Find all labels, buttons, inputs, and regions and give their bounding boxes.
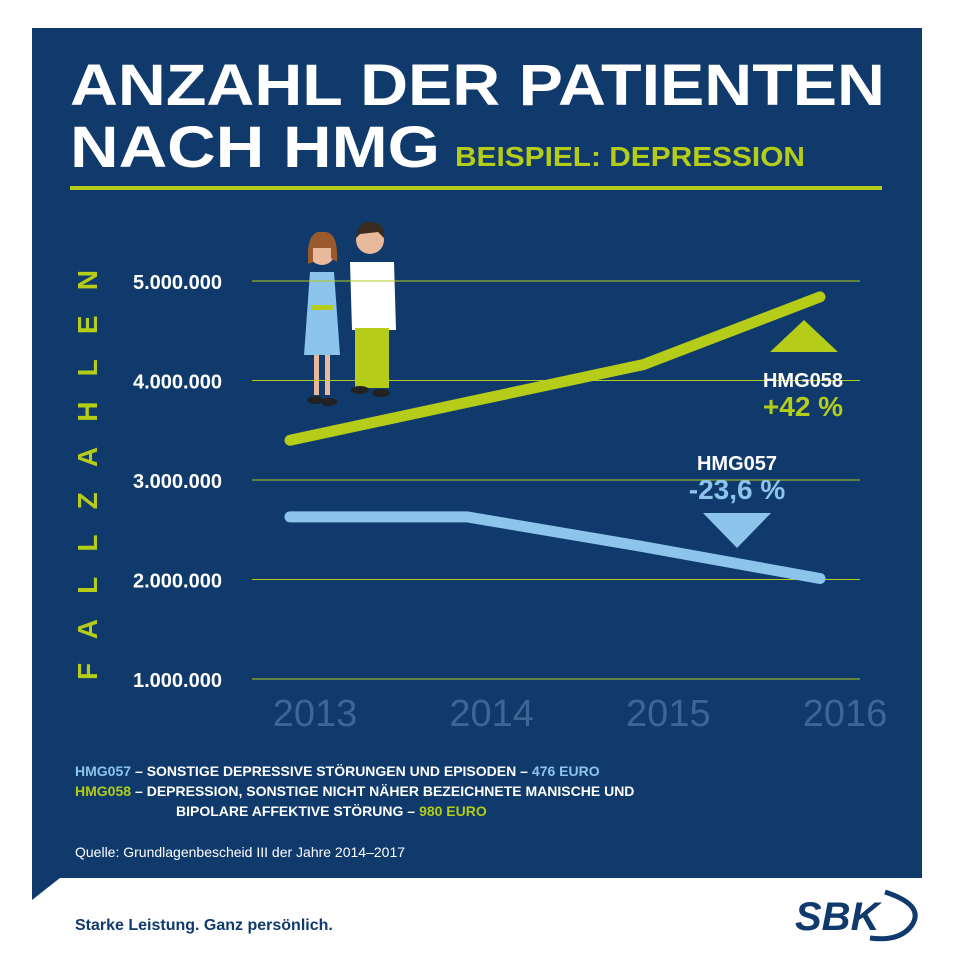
legend-description: – SONSTIGE DEPRESSIVE STÖRUNGEN UND EPIS… <box>135 763 528 779</box>
annotation-label: HMG058 <box>763 370 843 392</box>
y-tick-label: 1.000.000 <box>133 670 222 692</box>
legend-entry: HMG058– DEPRESSION, SONSTIGE NICHT NÄHER… <box>75 783 634 799</box>
legend-description: – DEPRESSION, SONSTIGE NICHT NÄHER BEZEI… <box>135 783 634 799</box>
x-tick-label: 2016 <box>803 693 888 735</box>
title-rule <box>70 186 882 190</box>
data-line <box>284 511 826 585</box>
logo: SBK <box>795 895 883 939</box>
footer: Starke Leistung. Ganz persönlich. <box>75 917 333 934</box>
annotation-label: HMG057 <box>697 453 777 475</box>
lines <box>284 291 826 585</box>
legend-entry: HMG057– SONSTIGE DEPRESSIVE STÖRUNGEN UN… <box>75 763 600 779</box>
title-line: NACH HMG <box>70 115 440 180</box>
legend-description: BIPOLARE AFFEKTIVE STÖRUNG – <box>176 803 415 819</box>
legend-cost: 476 EURO <box>532 763 600 779</box>
logo-swoosh <box>869 889 918 942</box>
illustration <box>304 221 396 406</box>
data-line <box>284 291 826 446</box>
legend-entry: BIPOLARE AFFEKTIVE STÖRUNG –980 EURO <box>176 803 487 819</box>
x-tick-label: 2014 <box>449 693 534 735</box>
legend-name: HMG057 <box>75 763 131 779</box>
legend-cost: 980 EURO <box>419 803 487 819</box>
subtitle: BEISPIEL: DEPRESSION <box>455 141 805 172</box>
legend-name: HMG058 <box>75 783 131 799</box>
y-tick-label: 5.000.000 <box>133 272 222 294</box>
x-tick-label: 2015 <box>626 693 711 735</box>
increase-arrow <box>770 320 838 352</box>
y-tick-label: 4.000.000 <box>133 372 222 394</box>
decrease-arrow <box>703 513 771 548</box>
title-line: ANZAHL DER PATIENTEN <box>70 53 885 118</box>
panel <box>32 28 922 900</box>
y-tick-label: 2.000.000 <box>133 571 222 593</box>
x-tick-label: 2013 <box>273 693 358 735</box>
source: Quelle: Grundlagenbescheid III der Jahre… <box>75 844 405 860</box>
legend: HMG057– SONSTIGE DEPRESSIVE STÖRUNGEN UN… <box>75 763 634 819</box>
annotation-value: +42 % <box>763 391 843 422</box>
annotation-value: -23,6 % <box>689 474 786 505</box>
grid: 1.000.000 2.000.000 3.000.000 4.000.000 5.00… <box>133 272 887 735</box>
y-tick-label: 3.000.000 <box>133 471 222 493</box>
